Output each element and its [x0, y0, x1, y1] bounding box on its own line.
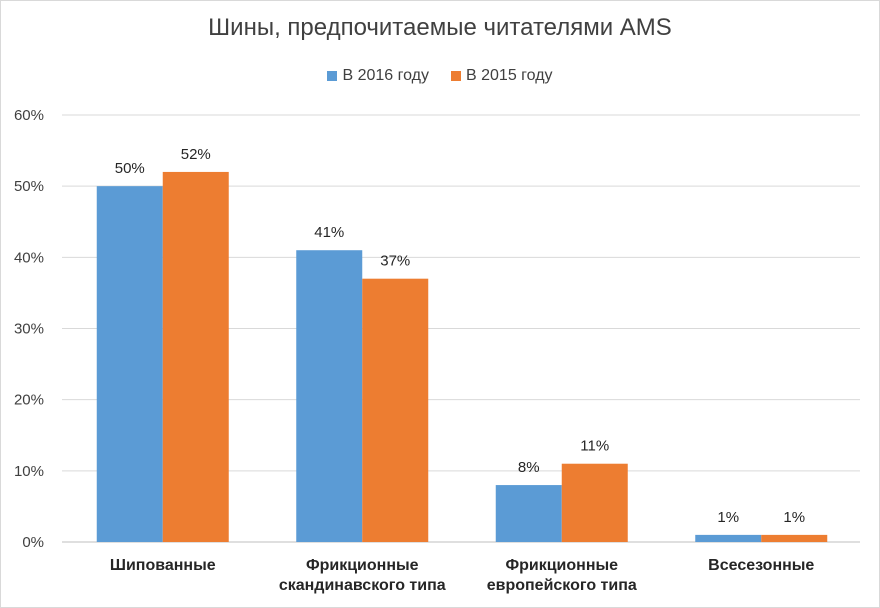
data-label: 1%	[783, 509, 805, 526]
legend-label-2015: В 2015 году	[466, 67, 553, 84]
y-tick-label: 50%	[14, 178, 44, 195]
data-label: 11%	[580, 438, 609, 455]
x-category-label: Фрикционные	[306, 557, 419, 574]
y-tick-label: 20%	[14, 392, 44, 409]
legend-swatch-2016	[327, 71, 338, 81]
y-tick-label: 0%	[22, 534, 44, 551]
y-tick-label: 40%	[14, 249, 44, 266]
data-label: 37%	[380, 253, 410, 270]
x-category-label: Шипованные	[110, 557, 216, 574]
legend-label-2016: В 2016 году	[342, 67, 429, 84]
x-category-label: Всесезонные	[708, 557, 814, 574]
x-category-label: европейского типа	[487, 577, 637, 594]
bar-2016	[495, 485, 562, 542]
bar-2015	[362, 278, 429, 542]
bar-2015	[162, 171, 229, 542]
y-tick-label: 10%	[14, 463, 44, 480]
bar-2016	[695, 534, 762, 542]
y-tick-label: 60%	[14, 107, 44, 124]
data-label: 50%	[115, 160, 145, 177]
legend: В 2016 году В 2015 году	[0, 67, 880, 85]
data-label: 41%	[314, 224, 344, 241]
bar-2015	[761, 534, 828, 542]
legend-item-2015: В 2015 году	[451, 67, 553, 85]
x-category-label: скандинавского типа	[279, 577, 446, 594]
data-label: 1%	[717, 509, 739, 526]
chart-title: Шины, предпочитаемые читателями AMS	[208, 14, 672, 41]
bar-2016	[296, 250, 363, 542]
bar-2016	[96, 186, 163, 542]
legend-swatch-2015	[451, 71, 461, 81]
legend-item-2016: В 2016 году	[327, 67, 429, 85]
y-tick-label: 30%	[14, 321, 44, 338]
bar-2015	[561, 463, 628, 542]
x-category-label: Фрикционные	[505, 557, 618, 574]
data-label: 8%	[518, 459, 540, 476]
data-label: 52%	[181, 146, 211, 163]
